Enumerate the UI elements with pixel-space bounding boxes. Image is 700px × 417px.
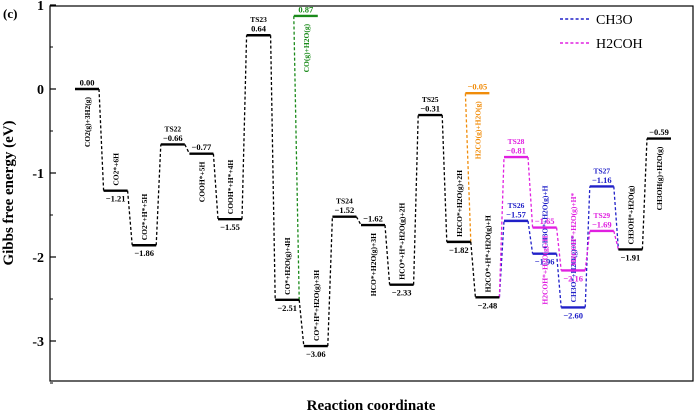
energy-value-label: −2.51 [277, 303, 297, 313]
energy-value-label: −1.91 [621, 252, 641, 262]
connector-line [555, 227, 562, 271]
connector-line [527, 156, 534, 228]
connector-line [212, 153, 219, 220]
energy-value-label: −0.66 [163, 133, 183, 143]
connector-line [555, 253, 562, 308]
connector-line [613, 186, 620, 250]
state-label: TS27 [593, 166, 610, 175]
y-tick-label: 1 [37, 0, 44, 14]
y-tick-label: -3 [32, 335, 44, 350]
state-label: CH3O*+H2O(g)+H [541, 185, 550, 248]
y-tick-label: -1 [32, 167, 44, 182]
connector-line [269, 35, 276, 300]
x-axis-label: Reaction coordinate [307, 398, 436, 414]
legend-label: CH3O [596, 13, 633, 28]
connector-line [355, 216, 362, 226]
energy-value-label: 0.87 [298, 4, 314, 14]
connector-line [384, 225, 391, 285]
energy-value-label: −1.65 [535, 216, 555, 226]
connector-lines [98, 15, 648, 347]
connector-line [98, 88, 105, 191]
state-label: CH3O*+H2O(g)+H* [569, 235, 578, 302]
connector-line [584, 230, 591, 271]
energy-value-label: −1.55 [220, 222, 240, 232]
connector-line [184, 144, 190, 154]
state-label: COOH*+5H [197, 162, 206, 203]
y-tick-label: 0 [37, 83, 44, 98]
energy-value-label: −2.60 [563, 310, 583, 320]
connector-line [126, 190, 133, 246]
energy-value-label: −2.16 [563, 273, 583, 283]
energy-value-label: 0.64 [251, 24, 267, 34]
state-label: TS23 [250, 15, 267, 24]
state-label: TS25 [422, 95, 439, 104]
energy-value-label: −1.16 [592, 175, 612, 185]
state-label: TS22 [164, 124, 181, 133]
energy-value-label: −0.59 [649, 127, 669, 137]
connector-line [293, 15, 300, 300]
energy-value-label: −3.06 [306, 349, 326, 359]
state-label: CO2*+6H [112, 153, 121, 186]
state-label: HCO*+H*+H2O(g)+2H [398, 203, 407, 280]
state-label: CH3OH*+H2O(g) [626, 185, 635, 244]
state-label: H2CO(g)+H2O(g) [473, 101, 482, 160]
connector-line [470, 241, 477, 298]
energy-value-label: 0.00 [80, 78, 95, 88]
connector-line [584, 186, 591, 308]
legend: CH3O H2COH [560, 13, 643, 52]
state-label: CO*+H2O(g)+4H [283, 237, 292, 294]
y-tick-label: -2 [32, 251, 44, 266]
energy-value-label: −1.96 [535, 257, 555, 267]
energy-value-label: −2.48 [478, 300, 498, 310]
y-axis-label: Gibbs free energy (eV) [1, 120, 17, 265]
connector-line [298, 299, 305, 347]
energy-levels: 0.00 CO2(g)+3H2(g) −1.21 CO2*+6H −1.86 CO2*+H… [75, 4, 671, 359]
connector-line [412, 115, 419, 285]
state-label: CO2*+H*+5H [140, 194, 149, 241]
connector-line [498, 157, 505, 298]
energy-value-label: −0.77 [192, 142, 212, 152]
connector-line [613, 230, 620, 250]
energy-value-label: −0.31 [420, 104, 440, 114]
panel-label: (c) [3, 6, 17, 21]
state-label: CO*+H*+H2O(g)+3H [312, 270, 321, 341]
connector-line [155, 144, 162, 246]
connector-line [641, 138, 648, 250]
plot-frame [49, 5, 694, 382]
state-label: TS29 [593, 211, 610, 220]
state-label: TS26 [508, 201, 525, 210]
energy-value-label: −0.81 [506, 146, 526, 156]
energy-value-label: −1.52 [335, 205, 355, 215]
energy-value-label: −1.57 [506, 209, 526, 219]
energy-value-label: −1.86 [134, 248, 154, 258]
state-label: CO(g)+H2O(g) [302, 23, 311, 72]
state-label: TS28 [508, 137, 525, 146]
connector-line [241, 35, 248, 220]
energy-value-label: −1.69 [592, 219, 612, 229]
state-label: COOH*+H*+4H [226, 160, 235, 215]
state-label: HCO*+H2O(g)+3H [369, 233, 378, 296]
y-axis: 1 0 -1 -2 -3 [32, 0, 56, 384]
state-label: CH3OH(g)+H2O(g) [655, 146, 664, 210]
state-label: H2CO*+H*+H2O(g)+H [483, 215, 492, 292]
connector-line [327, 216, 334, 347]
energy-value-label: −0.05 [468, 82, 488, 92]
state-label: CO2(g)+3H2(g) [83, 97, 92, 148]
energy-value-label: −1.62 [363, 214, 383, 224]
energy-value-label: −1.82 [449, 245, 469, 255]
state-label: H2COH*+H2O(g)+H* [569, 192, 578, 265]
legend-label: H2COH [596, 37, 643, 52]
energy-value-label: −1.21 [106, 194, 126, 204]
connector-line [464, 93, 472, 242]
state-label: TS24 [336, 197, 353, 206]
energy-value-label: −2.33 [392, 288, 412, 298]
connector-line [527, 220, 534, 254]
state-label: H2COH*+H2O(g)+H [541, 235, 550, 304]
connector-line [441, 115, 448, 242]
state-label: H2CO*+H2O(g)+2H [455, 170, 464, 237]
